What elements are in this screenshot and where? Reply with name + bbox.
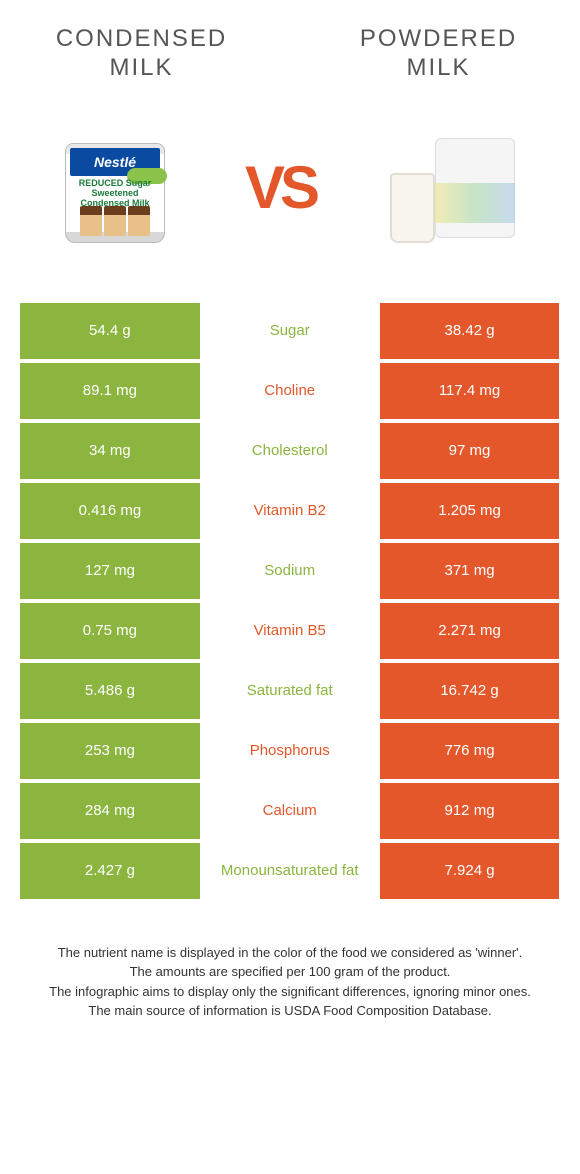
titles-row: CONDENSEDMILK POWDEREDMILK [20,25,560,83]
footer-line: The main source of information is USDA F… [20,1001,560,1021]
value-left: 5.486 g [20,663,200,719]
value-right: 371 mg [380,543,560,599]
vs-label: VS [245,153,315,222]
value-right: 7.924 g [380,843,560,899]
value-left: 34 mg [20,423,200,479]
footer-line: The infographic aims to display only the… [20,982,560,1002]
condensed-milk-icon: Nestlé REDUCED Sugar Sweetened Condensed… [55,128,175,248]
value-right: 776 mg [380,723,560,779]
table-row: 89.1 mgCholine117.4 mg [20,363,560,419]
table-row: 5.486 gSaturated fat16.742 g [20,663,560,719]
table-row: 54.4 gSugar38.42 g [20,303,560,359]
nutrient-name: Phosphorus [200,723,380,779]
nutrient-name: Saturated fat [200,663,380,719]
images-row: Nestlé REDUCED Sugar Sweetened Condensed… [20,113,560,263]
nutrient-name: Sodium [200,543,380,599]
title-right: POWDEREDMILK [317,25,560,83]
table-row: 0.75 mgVitamin B52.271 mg [20,603,560,659]
value-left: 89.1 mg [20,363,200,419]
value-left: 0.75 mg [20,603,200,659]
value-right: 1.205 mg [380,483,560,539]
value-left: 0.416 mg [20,483,200,539]
footer-line: The nutrient name is displayed in the co… [20,943,560,963]
footer-notes: The nutrient name is displayed in the co… [20,943,560,1021]
nutrient-name: Monounsaturated fat [200,843,380,899]
value-right: 97 mg [380,423,560,479]
nutrient-name: Vitamin B5 [200,603,380,659]
value-right: 117.4 mg [380,363,560,419]
nutrient-name: Calcium [200,783,380,839]
value-left: 2.427 g [20,843,200,899]
value-left: 127 mg [20,543,200,599]
powdered-milk-icon [385,128,525,248]
nutrient-name: Sugar [200,303,380,359]
value-right: 2.271 mg [380,603,560,659]
footer-line: The amounts are specified per 100 gram o… [20,962,560,982]
nutrient-name: Vitamin B2 [200,483,380,539]
nutrient-name: Cholesterol [200,423,380,479]
table-row: 0.416 mgVitamin B21.205 mg [20,483,560,539]
can-text-label: REDUCED Sugar Sweetened Condensed Milk [70,178,160,198]
nutrient-name: Choline [200,363,380,419]
value-right: 912 mg [380,783,560,839]
value-left: 284 mg [20,783,200,839]
table-row: 253 mgPhosphorus776 mg [20,723,560,779]
value-right: 38.42 g [380,303,560,359]
value-right: 16.742 g [380,663,560,719]
value-left: 253 mg [20,723,200,779]
comparison-table: 54.4 gSugar38.42 g89.1 mgCholine117.4 mg… [20,303,560,903]
table-row: 127 mgSodium371 mg [20,543,560,599]
value-left: 54.4 g [20,303,200,359]
table-row: 2.427 gMonounsaturated fat7.924 g [20,843,560,899]
table-row: 34 mgCholesterol97 mg [20,423,560,479]
table-row: 284 mgCalcium912 mg [20,783,560,839]
title-left: CONDENSEDMILK [20,25,263,83]
